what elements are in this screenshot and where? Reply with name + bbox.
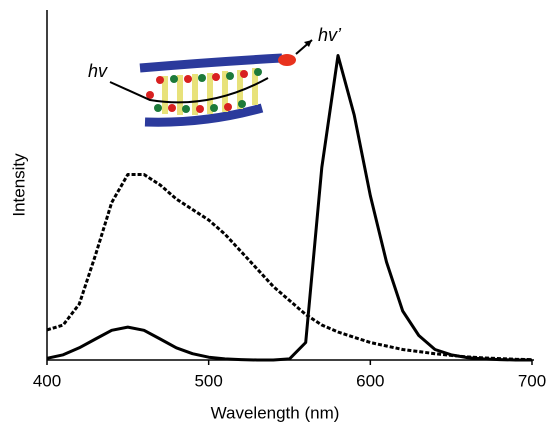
x-tick-label: 400 (33, 371, 61, 390)
annotation: hv (88, 61, 108, 81)
line-series (46, 54, 532, 362)
inset-illustration (109, 39, 313, 127)
x-tick-label: 600 (356, 371, 384, 390)
annotation: hv’ (318, 25, 342, 45)
x-axis-label: Wavelength (nm) (211, 403, 340, 422)
x-tick-label: 700 (518, 371, 546, 390)
x-tick-label: 500 (194, 371, 222, 390)
line-series (46, 173, 533, 362)
y-axis-label: Intensity (9, 153, 28, 217)
